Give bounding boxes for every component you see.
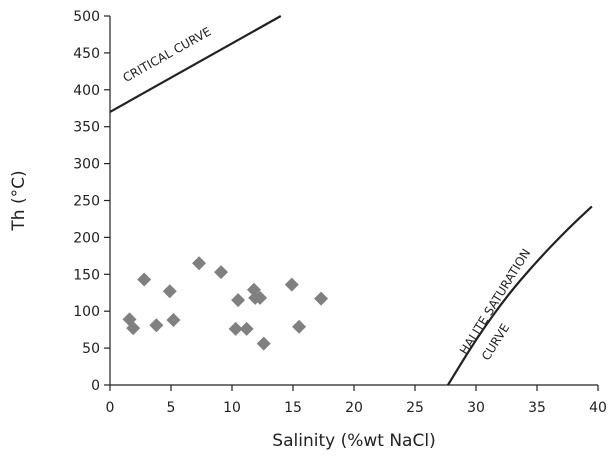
- data-point: [284, 277, 299, 292]
- y-axis-title: Th (°C): [9, 170, 29, 231]
- y-tick-label: 450: [73, 46, 100, 62]
- y-tick-label: 100: [73, 304, 100, 320]
- data-point: [162, 284, 177, 299]
- y-tick-label: 0: [91, 378, 100, 394]
- x-tick-label: 10: [223, 400, 241, 416]
- y-tick-label: 50: [82, 341, 100, 357]
- y-tick-label: 200: [73, 230, 100, 246]
- data-point: [214, 265, 229, 280]
- x-tick-label: 40: [589, 400, 607, 416]
- critical-curve-label: CRITICAL CURVE: [120, 24, 213, 85]
- x-tick-label: 35: [528, 400, 546, 416]
- data-point: [126, 321, 141, 336]
- data-point: [314, 291, 329, 306]
- data-point: [192, 256, 207, 271]
- halite-saturation-curve-line: [447, 205, 593, 386]
- y-ticks: 0 50 100 150 200 250 300 350 400 450 500: [73, 9, 110, 394]
- x-tick-label: 5: [167, 400, 176, 416]
- axes: 0 50 100 150 200 250 300 350 400 450 500 0 5 10 15 20 2…: [73, 9, 607, 416]
- y-tick-label: 500: [73, 9, 100, 25]
- data-point: [228, 321, 243, 336]
- y-tick-label: 400: [73, 83, 100, 99]
- x-tick-label: 15: [284, 400, 302, 416]
- data-point: [253, 290, 268, 305]
- y-tick-label: 300: [73, 157, 100, 173]
- y-tick-label: 250: [73, 194, 100, 210]
- x-tick-label: 20: [345, 400, 363, 416]
- data-point: [231, 293, 246, 308]
- critical-curve-line: [109, 15, 282, 113]
- data-point: [256, 336, 271, 351]
- data-point: [292, 319, 307, 334]
- data-point: [149, 318, 164, 333]
- data-point: [239, 321, 254, 336]
- x-ticks: 0 5 10 15 20 25 30 35 40: [106, 385, 607, 416]
- y-tick-label: 350: [73, 120, 100, 136]
- x-tick-label: 30: [467, 400, 485, 416]
- data-points: [122, 256, 329, 351]
- y-tick-label: 150: [73, 267, 100, 283]
- data-point: [137, 272, 152, 287]
- x-tick-label: 25: [406, 400, 424, 416]
- x-tick-label: 0: [106, 400, 115, 416]
- x-axis-title: Salinity (%wt NaCl): [272, 431, 435, 451]
- data-point: [166, 313, 181, 328]
